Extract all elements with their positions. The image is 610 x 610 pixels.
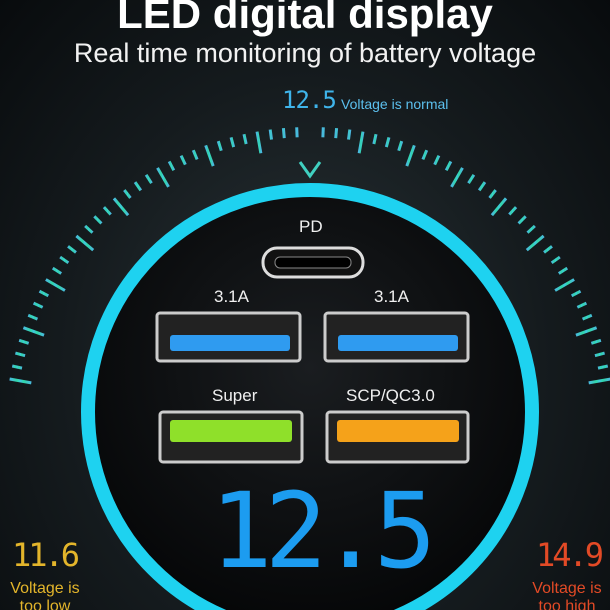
gauge-tick <box>581 313 593 321</box>
gauge-tick <box>112 197 130 217</box>
gauge-tick <box>557 266 569 275</box>
gauge-tick <box>9 377 32 385</box>
gauge-tick <box>93 215 103 225</box>
gauge-tick <box>15 351 26 358</box>
usb-port-4 <box>325 410 470 464</box>
gauge-tick <box>477 181 487 192</box>
gauge-tick <box>123 189 132 199</box>
voltage-display: 12.5 <box>210 470 436 592</box>
gauge-tick <box>179 154 187 166</box>
gauge-tick <box>38 289 50 298</box>
low-label-line1: Voltage is <box>10 580 80 597</box>
gauge-tick <box>229 137 236 148</box>
gauge-tick <box>334 128 339 139</box>
gauge-tick <box>347 129 352 140</box>
gauge-tick <box>508 206 518 216</box>
gauge-tick <box>405 144 416 167</box>
gauge-tick <box>550 255 561 265</box>
gauge-tick <box>467 173 476 185</box>
gauge-tick <box>397 140 404 152</box>
usb-port-3 <box>158 410 304 464</box>
gauge-tick <box>357 131 365 154</box>
gauge-tick <box>67 245 77 254</box>
gauge-tick <box>590 338 602 345</box>
high-label-line2: too high <box>538 598 596 610</box>
gauge-tick <box>144 173 153 185</box>
gauge-tick <box>191 149 199 161</box>
chevron-down-icon <box>298 161 322 179</box>
title: LED digital display <box>117 0 493 37</box>
gauge-tick <box>216 140 223 152</box>
normal-voltage-value: 12.5 <box>282 86 337 114</box>
gauge-tick <box>27 313 39 321</box>
subtitle: Real time monitoring of battery voltage <box>73 38 537 68</box>
gauge-tick <box>32 301 44 309</box>
gauge-tick <box>167 160 176 172</box>
gauge-tick <box>570 289 582 298</box>
gauge-tick <box>450 167 464 188</box>
gauge-tick <box>102 206 112 216</box>
gauge-tick <box>22 326 45 337</box>
gauge-tick <box>526 224 536 234</box>
usb1-label: 3.1A <box>214 287 249 306</box>
gauge-tick <box>51 266 63 275</box>
gauge-tick <box>588 377 610 385</box>
gauge-tick <box>444 160 453 172</box>
high-voltage-value: 14.9 <box>536 536 604 574</box>
gauge-tick <box>45 278 66 292</box>
gauge-scale <box>9 127 610 385</box>
gauge-tick <box>543 245 553 254</box>
gauge-tick <box>255 131 263 154</box>
gauge-tick <box>490 197 508 217</box>
high-voltage-label: Voltage is too high <box>522 580 610 610</box>
gauge-tick <box>156 167 170 188</box>
gauge-tick <box>517 215 527 225</box>
gauge-tick <box>268 129 273 140</box>
gauge-tick <box>384 137 391 148</box>
gauge-tick <box>594 351 605 358</box>
gauge-tick <box>84 224 94 234</box>
gauge-tick <box>133 181 143 192</box>
gauge-tick <box>11 364 23 370</box>
gauge-tick <box>242 133 248 145</box>
low-label-line2: too low <box>19 598 71 610</box>
gauge-tick <box>204 144 215 167</box>
charger-ring <box>81 183 539 610</box>
low-voltage-label: Voltage is too low <box>0 580 90 610</box>
gauge-tick <box>554 278 575 292</box>
gauge-tick <box>75 234 95 252</box>
gauge-tick <box>372 133 378 145</box>
low-voltage-value: 11.6 <box>12 536 80 574</box>
gauge-tick <box>597 364 609 370</box>
gauge-tick <box>281 128 286 139</box>
gauge-tick <box>433 154 441 166</box>
gauge-tick <box>488 189 497 199</box>
gauge-tick <box>575 326 598 337</box>
pd-label: PD <box>299 217 323 236</box>
usb3-label: Super <box>212 386 258 405</box>
gauge-tick <box>576 301 588 309</box>
usb4-label: SCP/QC3.0 <box>346 386 435 405</box>
gauge-tick <box>59 255 70 265</box>
normal-voltage-label: Voltage is normal <box>341 96 449 112</box>
high-label-line1: Voltage is <box>532 580 602 597</box>
gauge-tick <box>525 234 545 252</box>
usb2-label: 3.1A <box>374 287 409 306</box>
gauge-tick <box>421 149 429 161</box>
usb-port-2 <box>323 311 470 363</box>
gauge-tick <box>18 338 30 345</box>
usb-port-1 <box>155 311 302 363</box>
